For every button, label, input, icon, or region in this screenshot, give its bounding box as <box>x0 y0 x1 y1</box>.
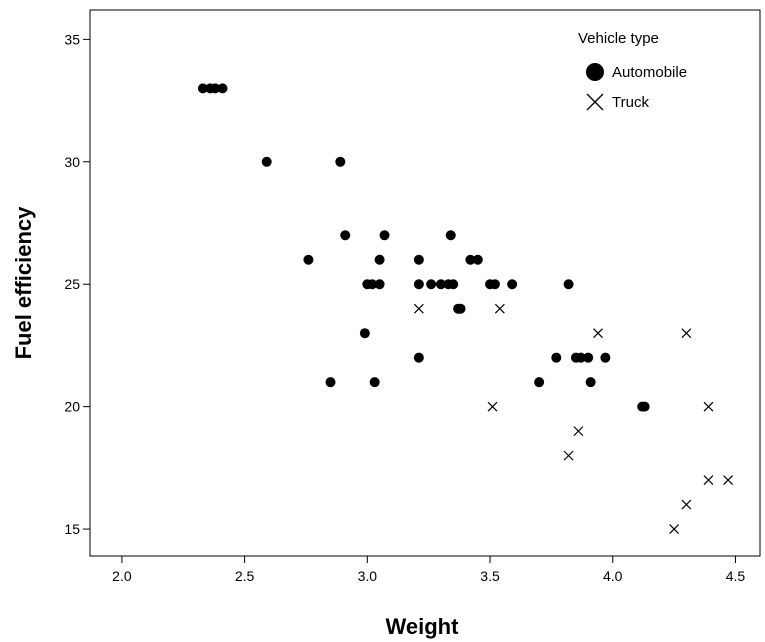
point-automobile <box>600 352 611 363</box>
point-automobile <box>448 279 459 290</box>
plot-area-frame <box>89 9 761 557</box>
x-tick-label: 2.0 <box>112 568 132 584</box>
point-truck <box>573 426 584 437</box>
point-automobile <box>507 279 518 290</box>
point-automobile <box>455 303 466 314</box>
point-automobile <box>575 352 586 363</box>
x-tick-label: 2.5 <box>235 568 255 584</box>
point-automobile <box>367 279 378 290</box>
x-tick-label: 4.0 <box>603 568 623 584</box>
legend-truck-label: Truck <box>612 94 649 111</box>
point-automobile <box>325 377 336 388</box>
y-tick-label: 25 <box>64 276 80 292</box>
x-axis-title: Weight <box>386 614 460 639</box>
point-automobile <box>197 83 208 94</box>
legend-automobile-label: Automobile <box>612 64 687 81</box>
point-automobile <box>413 352 424 363</box>
point-truck <box>681 499 692 510</box>
y-tick-label: 20 <box>64 399 80 415</box>
point-automobile <box>534 377 545 388</box>
legend-automobile-marker <box>586 63 604 81</box>
y-tick-label: 35 <box>64 31 80 47</box>
x-tick-label: 3.5 <box>480 568 500 584</box>
point-automobile <box>551 352 562 363</box>
point-automobile <box>426 279 437 290</box>
point-truck <box>494 303 505 314</box>
point-truck <box>669 524 680 534</box>
y-tick-label: 15 <box>64 521 80 537</box>
point-automobile <box>379 230 390 241</box>
point-automobile <box>340 230 351 241</box>
y-axis-title: Fuel efficiency <box>11 206 36 360</box>
legend-title: Vehicle type <box>578 30 659 47</box>
point-truck <box>703 475 714 486</box>
point-automobile <box>359 328 370 339</box>
point-truck <box>487 401 498 412</box>
point-truck <box>413 303 424 314</box>
point-truck <box>723 475 734 486</box>
y-axis-ticks: 15 20 25 30 35 <box>64 31 90 537</box>
point-automobile <box>369 377 380 388</box>
point-automobile <box>335 156 346 167</box>
point-automobile <box>210 83 221 94</box>
point-automobile <box>472 254 483 265</box>
point-truck <box>563 450 574 461</box>
point-automobile <box>583 352 594 363</box>
point-automobile <box>563 279 574 290</box>
point-automobile <box>303 254 314 265</box>
x-tick-label: 4.5 <box>726 568 746 584</box>
y-tick-label: 30 <box>64 154 80 170</box>
point-automobile <box>639 401 650 412</box>
point-automobile <box>445 230 456 241</box>
legend-truck-marker <box>586 93 604 111</box>
x-tick-label: 3.0 <box>358 568 378 584</box>
point-truck <box>593 328 603 339</box>
point-automobile <box>435 279 446 290</box>
point-automobile <box>413 279 424 290</box>
point-automobile <box>413 254 424 265</box>
point-truck <box>681 328 692 339</box>
x-axis-ticks: 2.0 2.5 3.0 3.5 4.0 4.5 <box>112 556 745 584</box>
data-points <box>197 83 734 534</box>
point-truck <box>703 401 714 412</box>
point-automobile <box>217 83 228 94</box>
point-automobile <box>261 156 272 167</box>
point-automobile <box>585 377 596 388</box>
point-automobile <box>465 254 476 265</box>
point-automobile <box>489 279 500 290</box>
legend: Vehicle type Automobile Truck <box>578 30 687 111</box>
point-automobile <box>374 279 385 290</box>
point-automobile <box>374 254 385 265</box>
